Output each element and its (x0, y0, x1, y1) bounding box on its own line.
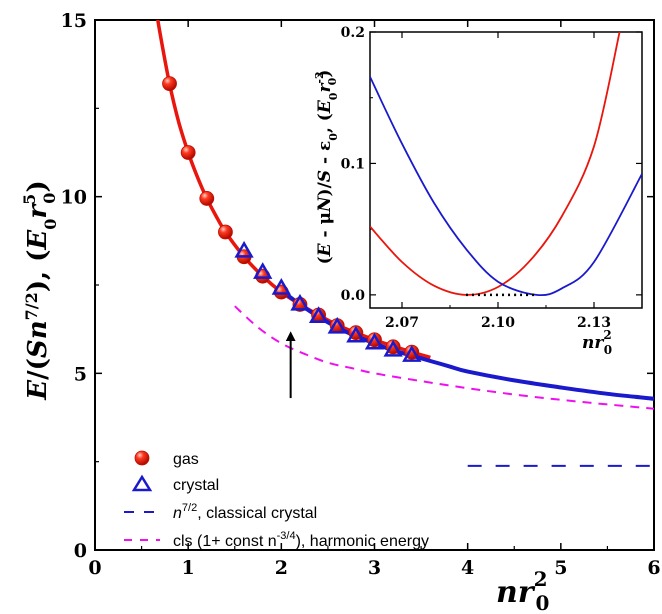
legend-classical-rest: , classical crystal (197, 505, 317, 522)
crystal-point (327, 316, 347, 334)
inset-ylabel-eps: - ε (315, 141, 335, 170)
legend-crystal-triangle-icon (131, 474, 153, 492)
inset-ytick-label: 0.0 (341, 288, 366, 304)
inset-series-group (370, 32, 642, 297)
main-ylabel-close: ) (23, 180, 53, 192)
inset-ylabel-close: ) (315, 70, 335, 78)
legend-gas-label: gas (173, 451, 199, 468)
main-xtick-label: 4 (461, 557, 474, 579)
inset-ylabel-mid: , ( (315, 113, 335, 133)
main-xtick-label: 2 (275, 557, 288, 579)
inset-xtick-label: 2.13 (577, 315, 611, 331)
legend-item-harmonic: cls (1+ const n-3/4), harmonic energy (124, 530, 429, 550)
inset-xtick-label: 2.07 (385, 315, 419, 331)
main-ylabel-sn: Sn (23, 320, 53, 358)
inset-ylabel-n: N (315, 195, 335, 213)
main-ylabel-mid: ), ( (23, 250, 53, 293)
inset-axis-tick-labels: 2.07 2.10 2.13 0.0 0.1 0.2 (341, 25, 611, 331)
gas-point (218, 224, 233, 240)
main-ytick-label: 5 (74, 363, 87, 385)
crystal-point (290, 293, 310, 311)
legend-classical-sup: 7/2 (182, 502, 197, 514)
main-ytick-label: 10 (61, 187, 87, 209)
legend-harmonic-sup: -3/4 (277, 530, 296, 542)
inset-ylabel-e0: E (315, 99, 335, 114)
inset-chart: 2.07 2.10 2.130.00.10.2 (E - μN)/S - ε0, (… (313, 25, 643, 357)
inset-xlabel-sub: 0 (604, 343, 612, 357)
main-xtick-label: 0 (88, 557, 101, 579)
crystal-point (271, 278, 291, 295)
inset-ylabel-open: ( (315, 256, 335, 264)
inset-series-crystal (370, 76, 642, 297)
inset-xlabel: nr2 0 (582, 328, 612, 357)
legend-item-crystal: crystal (131, 474, 219, 494)
main-xtick-label: 3 (368, 557, 381, 579)
legend-classical-label: n7/2, classical crystal (173, 502, 317, 522)
gas-point (162, 76, 177, 91)
inset-ylabel-e: E (315, 242, 335, 257)
gas-point (199, 191, 215, 206)
main-markers-group (162, 76, 422, 362)
legend-harmonic-label: cls (1+ const n-3/4), harmonic energy (173, 530, 429, 550)
main-xtick-label: 5 (554, 557, 567, 579)
gas-point (180, 145, 196, 160)
crystal-point (402, 345, 422, 362)
inset-axis-ticks (370, 31, 642, 308)
inset-xlabel-sup: 2 (603, 328, 611, 342)
main-axis-ticks (94, 19, 655, 551)
main-ylabel-e: E (23, 379, 53, 401)
crystal-point (346, 325, 366, 343)
main-xtick-label: 1 (182, 557, 195, 579)
inset-plot-frame (369, 31, 643, 309)
legend-item-gas: gas (134, 450, 199, 468)
inset-ylabel: (E - μN)/S - ε0, (E0r-20) (313, 70, 340, 265)
main-xlabel: nr2 0 (496, 567, 549, 614)
main-ytick-label: 15 (61, 10, 87, 32)
inset-xtick-label: 2.10 (481, 315, 515, 331)
main-ylabel-e0: E (23, 229, 53, 251)
legend-classical-n: n (173, 505, 182, 522)
main-ylabel-exp: 7/2 (22, 292, 41, 320)
legend-item-classical: n7/2, classical crystal (124, 502, 317, 522)
crystal-point (383, 339, 403, 357)
inset-ylabel-mu: - μ (315, 212, 335, 243)
crystal-point (308, 306, 329, 324)
inset-ytick-label: 0.2 (341, 25, 365, 41)
main-ylabel-r-sup: 5 (20, 194, 39, 205)
main-ylabel-r: r (23, 203, 53, 219)
inset-ylabel-eps-sub: 0 (327, 133, 340, 141)
crystal-point (364, 332, 385, 350)
legend-harmonic-rest: ), harmonic energy (296, 533, 429, 550)
legend: gas crystal n7/2, classical crystal cls … (124, 450, 429, 550)
legend-crystal-label: crystal (173, 477, 219, 494)
inset-ylabel-div: )/ (315, 181, 335, 196)
inset-ylabel-r-sub: 0 (326, 77, 339, 85)
crystal-point (234, 240, 254, 258)
main-ytick-label: 0 (74, 540, 87, 562)
main-ylabel-paren: /( (23, 358, 53, 380)
main-ylabel: E/(Sn7/2), (E0r50) (20, 180, 60, 400)
inset-xlabel-nr: nr (582, 333, 604, 353)
main-xtick-label: 6 (647, 557, 660, 579)
main-axis-tick-labels: 0 1 2 3 4 5 6 0 5 10 15 (61, 10, 661, 579)
main-ylabel-e0-sub: 0 (41, 219, 60, 230)
legend-gas-sphere-icon (134, 450, 150, 466)
inset-ylabel-s: S (315, 170, 335, 182)
legend-harmonic-base: cls (1+ const n (173, 533, 277, 550)
main-ylabel-r-sub: 0 (40, 193, 59, 204)
crystal-point (253, 262, 273, 279)
inset-ytick-label: 0.1 (341, 156, 365, 172)
inset-ylabel-r-sup: -2 (313, 71, 326, 83)
main-xlabel-sub: 0 (536, 591, 550, 614)
main-xlabel-nr: nr (496, 575, 536, 610)
main-xlabel-sup: 2 (534, 567, 548, 591)
inset-ylabel-e0-sub: 0 (327, 92, 340, 100)
inset-ylabel-r: r (315, 83, 335, 93)
